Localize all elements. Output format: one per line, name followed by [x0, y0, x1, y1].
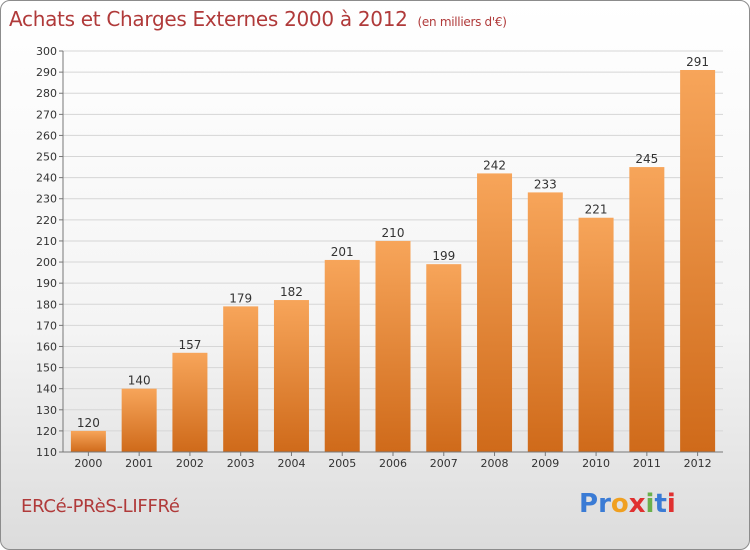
x-tick-label: 2002 — [176, 457, 204, 470]
bar-2007 — [426, 264, 462, 452]
bar-2003 — [223, 306, 259, 452]
value-label: 140 — [128, 374, 151, 388]
unit-text: (en milliers d'€) — [417, 15, 507, 29]
logo-letter: P — [579, 489, 599, 519]
bar-2012 — [680, 69, 716, 452]
y-tick-label: 240 — [36, 172, 57, 185]
logo-letter: x — [628, 489, 646, 519]
y-tick-label: 270 — [36, 108, 57, 121]
x-tick-label: 2005 — [328, 457, 356, 470]
x-tick-label: 2000 — [74, 457, 102, 470]
value-label: 242 — [483, 158, 506, 172]
value-label: 233 — [534, 177, 557, 191]
value-label: 210 — [382, 226, 405, 240]
y-tick-label: 140 — [36, 383, 57, 396]
y-tick-label: 120 — [36, 425, 57, 438]
bar-2001 — [121, 388, 157, 452]
value-label: 157 — [178, 338, 201, 352]
value-label: 182 — [280, 285, 303, 299]
y-tick-label: 130 — [36, 404, 57, 417]
bar-2011 — [629, 167, 665, 452]
logo-letter: t — [654, 489, 667, 519]
title-text: Achats et Charges Externes 2000 à 2012 — [9, 7, 408, 31]
value-label: 199 — [432, 249, 455, 263]
x-axis: 2000 2001 2002 2003 2004 2005 2006 2007 2008 2009… — [63, 451, 723, 470]
y-tick-label: 200 — [36, 256, 57, 269]
logo-letter: i — [645, 489, 655, 519]
y-tick-label: 190 — [36, 277, 57, 290]
value-label: 201 — [331, 245, 354, 259]
y-tick-label: 220 — [36, 214, 57, 227]
bar-2010 — [578, 217, 614, 452]
bar-2005 — [324, 259, 360, 452]
y-tick-label: 180 — [36, 298, 57, 311]
bar-2000 — [70, 430, 106, 452]
x-tick-label: 2011 — [633, 457, 661, 470]
x-tick-label: 2001 — [125, 457, 153, 470]
x-tick-label: 2009 — [531, 457, 559, 470]
chart-title: Achats et Charges Externes 2000 à 2012 (e… — [9, 7, 507, 31]
bar-2004 — [273, 300, 309, 452]
value-label: 221 — [585, 203, 608, 217]
bar-2002 — [172, 352, 208, 452]
y-tick-label: 230 — [36, 193, 57, 206]
y-tick-label: 260 — [36, 129, 57, 142]
y-tick-label: 300 — [36, 45, 57, 58]
value-label: 120 — [77, 416, 100, 430]
bar-2008 — [477, 173, 513, 452]
y-tick-label: 170 — [36, 319, 57, 332]
logo-letter: r — [598, 489, 611, 519]
x-tick-label: 2007 — [430, 457, 458, 470]
y-tick-label: 150 — [36, 362, 57, 375]
y-tick-label: 250 — [36, 151, 57, 164]
value-label: 179 — [229, 291, 252, 305]
y-tick-label: 290 — [36, 66, 57, 79]
proxiti-logo: Proxiti — [579, 489, 676, 519]
value-label: 245 — [635, 152, 658, 166]
logo-letter: o — [610, 489, 629, 519]
x-tick-label: 2008 — [481, 457, 509, 470]
y-tick-label: 110 — [36, 446, 57, 459]
y-axis: 110 120 130 140 150 160 170 180 190 200 210 220 230 2… — [36, 45, 64, 459]
bar-2006 — [375, 240, 411, 452]
y-tick-label: 280 — [36, 87, 57, 100]
x-tick-label: 2010 — [582, 457, 610, 470]
bar-2009 — [527, 192, 563, 452]
commune-name: ERCé-PRèS-LIFFRé — [21, 496, 180, 517]
value-labels: 120 140 157 179 182 201 210 199 242 233 221 245 291 — [77, 55, 709, 430]
bars — [70, 69, 716, 452]
value-label: 291 — [686, 55, 709, 69]
logo-letter: i — [666, 489, 676, 519]
x-tick-label: 2012 — [684, 457, 712, 470]
x-tick-label: 2006 — [379, 457, 407, 470]
y-tick-label: 160 — [36, 340, 57, 353]
y-tick-label: 210 — [36, 235, 57, 248]
x-tick-label: 2004 — [277, 457, 305, 470]
x-tick-label: 2003 — [227, 457, 255, 470]
